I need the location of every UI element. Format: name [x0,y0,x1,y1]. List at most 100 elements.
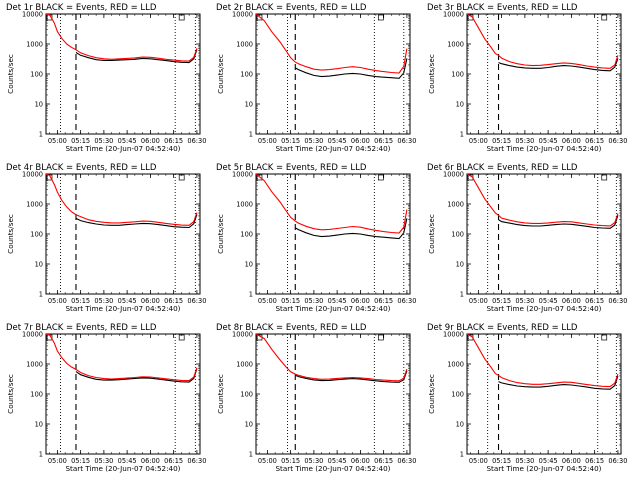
x-tick-label: 05:30 [94,457,113,465]
y-tick-label: 1 [460,130,464,138]
x-tick-label: 06:30 [397,457,416,465]
y-tick-label: 1 [249,450,253,458]
y-tick-label: 100 [240,230,253,238]
panel-5: Det 5r BLACK = Events, RED = LLD 1 10 100 10… [216,163,416,313]
y-axis-label: Counts/sec [216,214,225,254]
x-tick-label: 06:00 [351,457,370,465]
y-tick-label: 1 [39,450,43,458]
y-tick-label: 10000 [22,170,43,178]
x-tick-label: 05:45 [328,297,347,305]
y-axis-label: Counts/sec [216,54,225,94]
y-tick-label: 10 [245,100,253,108]
y-tick-label: 100 [240,390,253,398]
chart-title: Det 2r BLACK = Events, RED = LLD [216,3,367,13]
plot-frame [255,173,411,295]
y-tick-label: 1 [460,450,464,458]
y-tick-label: 100 [30,70,43,78]
y-tick-label: 10 [456,100,464,108]
y-tick-label: 10 [245,260,253,268]
y-axis-label: Counts/sec [6,54,15,94]
plot-frame [45,173,201,295]
plot-frame [45,333,201,455]
y-tick-label: 10000 [232,10,253,18]
x-tick-label: 05:45 [539,457,558,465]
plot-frame [255,333,411,455]
series-red-line [256,334,408,382]
y-tick-label: 10000 [232,170,253,178]
y-tick-label: 100 [451,70,464,78]
y-tick-label: 10000 [443,10,464,18]
corner-marker [601,174,608,181]
x-tick-label: 05:00 [469,137,488,145]
y-tick-label: 1000 [236,200,253,208]
x-tick-label: 05:30 [515,457,534,465]
x-tick-label: 06:30 [397,137,416,145]
series-red-line [46,14,198,62]
x-tick-label: 05:00 [469,297,488,305]
corner-marker [377,334,384,341]
x-tick-label: 05:45 [118,457,137,465]
plot-frame [255,13,411,135]
x-tick-label: 05:45 [539,297,558,305]
x-axis-label: Start Time (20-Jun-07 04:52:40) [65,144,180,153]
series-black-line [498,375,619,390]
y-tick-label: 1 [249,290,253,298]
x-tick-label: 05:15 [281,297,300,305]
series-black-line [75,49,198,64]
x-tick-label: 06:00 [351,297,370,305]
x-tick-label: 05:00 [258,137,277,145]
x-axis-label: Start Time (20-Jun-07 04:52:40) [275,464,390,473]
x-tick-label: 06:30 [187,297,206,305]
x-tick-label: 05:15 [492,297,511,305]
y-tick-label: 10 [35,100,43,108]
x-tick-label: 05:00 [48,457,67,465]
x-axis-label: Start Time (20-Jun-07 04:52:40) [275,144,390,153]
y-tick-label: 10000 [22,330,43,338]
y-tick-label: 1000 [236,360,253,368]
chart-title: Det 1r BLACK = Events, RED = LLD [6,3,157,13]
y-axis-label: Counts/sec [427,214,436,254]
x-axis-label: Start Time (20-Jun-07 04:52:40) [486,304,601,313]
x-tick-label: 05:00 [258,297,277,305]
y-tick-label: 10 [245,420,253,428]
y-tick-label: 100 [240,70,253,78]
x-tick-label: 06:30 [187,457,206,465]
corner-marker [601,14,608,21]
y-axis-label: Counts/sec [427,374,436,414]
x-tick-label: 05:15 [492,457,511,465]
y-tick-label: 100 [451,390,464,398]
x-tick-label: 05:00 [469,457,488,465]
y-tick-label: 10 [35,420,43,428]
y-tick-label: 1000 [447,200,464,208]
x-tick-label: 05:00 [258,457,277,465]
panel-3: Det 3r BLACK = Events, RED = LLD 1 10 100 10… [427,3,627,153]
series-red-line [46,334,198,382]
y-tick-label: 10000 [232,330,253,338]
y-tick-label: 1000 [26,200,43,208]
chart-title: Det 8r BLACK = Events, RED = LLD [216,323,367,333]
series-red-line [256,174,408,234]
y-tick-label: 1000 [447,360,464,368]
y-tick-label: 100 [30,390,43,398]
corner-marker [178,174,185,181]
y-tick-label: 10 [456,260,464,268]
y-axis-label: Counts/sec [427,54,436,94]
x-tick-label: 06:00 [351,137,370,145]
x-tick-label: 06:15 [585,137,604,145]
x-tick-label: 05:30 [304,297,323,305]
x-tick-label: 05:15 [71,137,90,145]
corner-marker [377,14,384,21]
x-tick-label: 06:15 [374,297,393,305]
chart-title: Det 9r BLACK = Events, RED = LLD [427,323,578,333]
x-tick-label: 06:15 [374,457,393,465]
x-tick-label: 05:45 [328,137,347,145]
x-tick-label: 06:30 [187,137,206,145]
x-tick-label: 05:45 [539,137,558,145]
panel-4: Det 4r BLACK = Events, RED = LLD 1 10 100 10… [6,163,206,313]
x-tick-label: 05:30 [304,457,323,465]
x-tick-label: 05:30 [515,137,534,145]
x-tick-label: 05:15 [71,457,90,465]
corner-marker [601,334,608,341]
x-tick-label: 06:15 [164,297,183,305]
y-axis-label: Counts/sec [216,374,225,414]
